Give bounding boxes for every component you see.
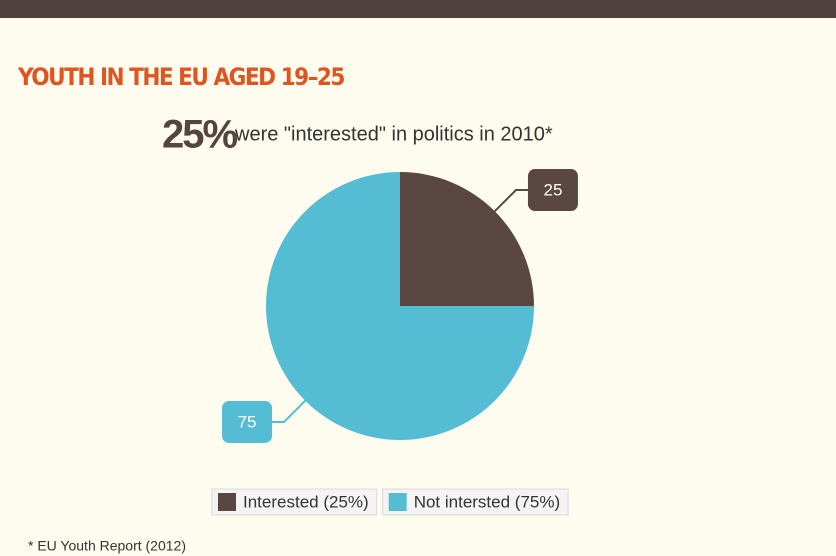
highlight-value: 25% — [162, 113, 237, 157]
legend-item-box — [211, 488, 378, 516]
data-label: 25 — [544, 181, 563, 200]
pie-slice — [266, 172, 534, 440]
legend-label: Interested (25%) — [243, 492, 369, 511]
data-label-box — [222, 400, 273, 443]
chart-title: YOUTH IN THE EU AGED 19–25 — [17, 63, 344, 91]
legend-swatch — [218, 493, 236, 511]
top-bar — [0, 0, 836, 18]
legend-item-box — [382, 488, 569, 516]
chart-subtitle: were "interested" in politics in 2010* — [234, 123, 553, 145]
label-connector — [272, 398, 308, 423]
data-label-box — [527, 169, 578, 212]
legend: Interested (25%) Not intersted (75%) — [211, 488, 569, 516]
data-label: 75 — [238, 412, 257, 431]
footnote: * EU Youth Report (2012) — [28, 538, 186, 554]
pie-slice — [400, 172, 534, 306]
label-connector — [492, 189, 528, 214]
legend-swatch — [388, 493, 407, 511]
legend-label: Not intersted (75%) — [414, 492, 560, 511]
